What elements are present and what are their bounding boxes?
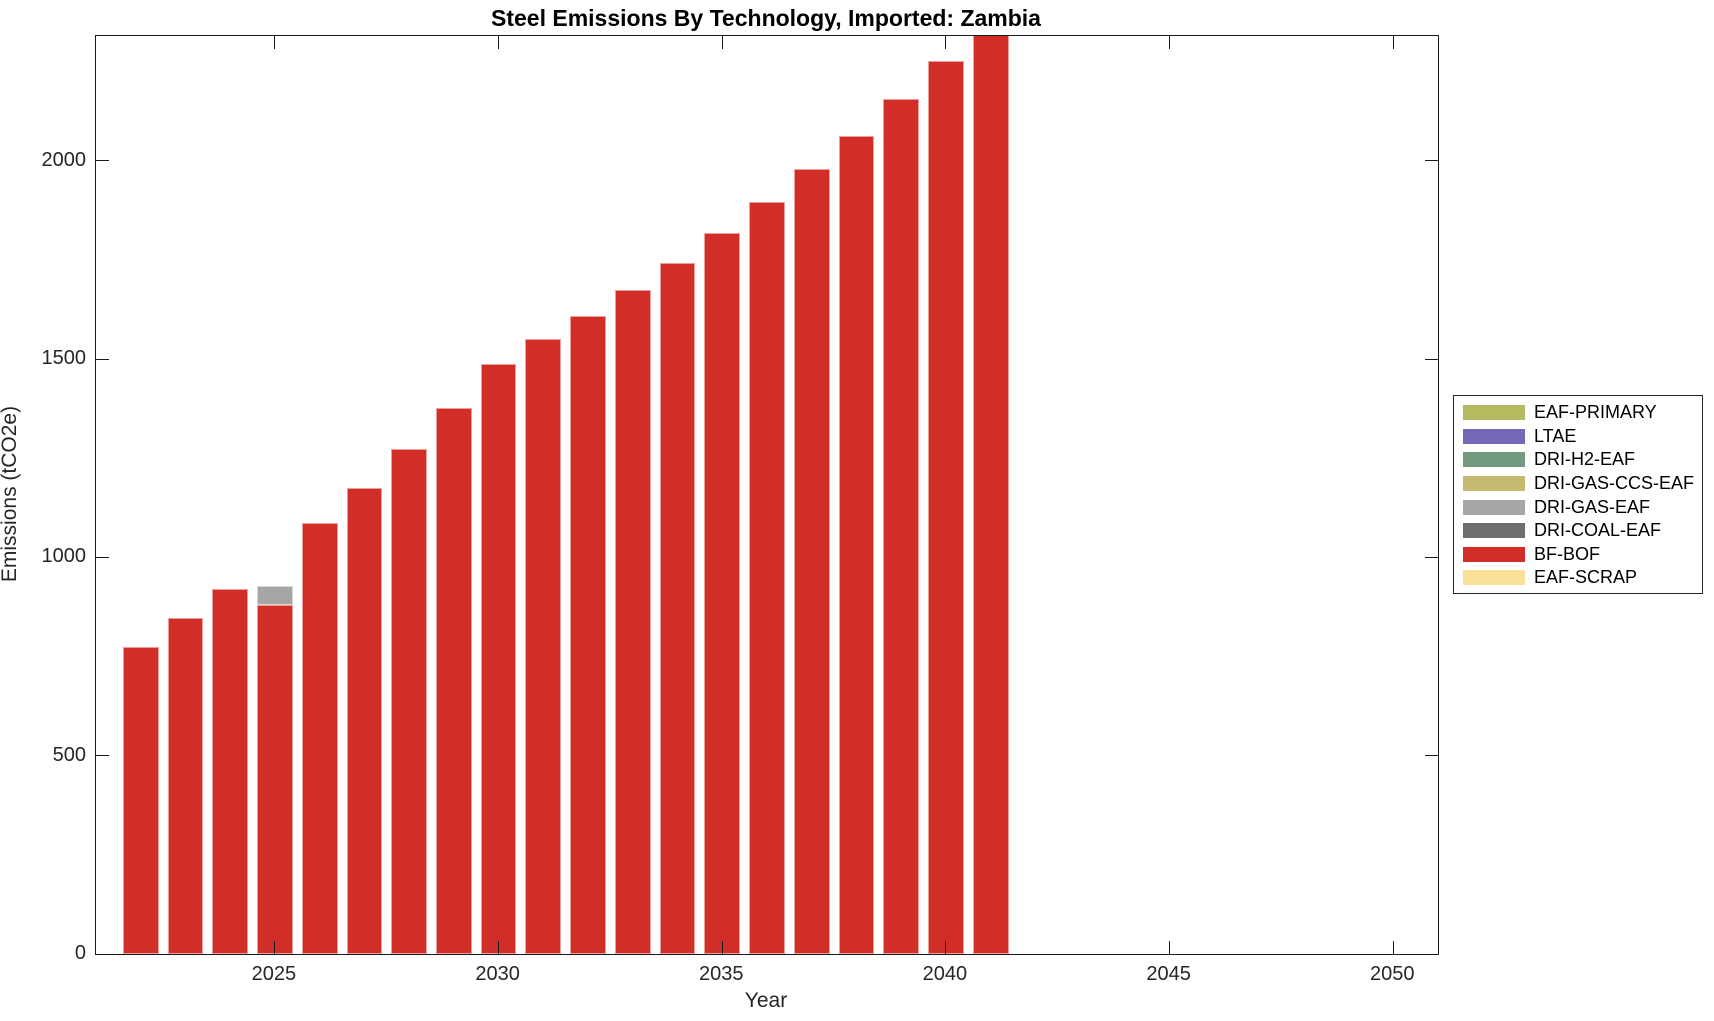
y-tick-mark xyxy=(96,953,109,954)
bar-segment-bf-bof-2028 xyxy=(391,448,428,954)
bar-segment-bf-bof-2022 xyxy=(122,646,159,954)
y-tick-label-500: 500 xyxy=(52,743,86,766)
legend-label: DRI-COAL-EAF xyxy=(1534,520,1662,541)
x-tick-mark-top xyxy=(1392,36,1394,49)
y-tick-label-0: 0 xyxy=(74,942,86,964)
x-tick-mark xyxy=(1169,941,1171,954)
legend-label: EAF-SCRAP xyxy=(1534,567,1638,588)
legend-swatch-dri-h2-eaf xyxy=(1463,452,1525,468)
legend-item-eaf-scrap: EAF-SCRAP xyxy=(1454,566,1702,590)
legend-swatch-eaf-scrap xyxy=(1463,570,1525,586)
bar-segment-bf-bof-2027 xyxy=(346,487,383,954)
legend-item-dri-gas-ccs-eaf: DRI-GAS-CCS-EAF xyxy=(1454,472,1702,496)
bar-segment-bf-bof-2041 xyxy=(972,36,1009,954)
x-tick-label-2040: 2040 xyxy=(922,963,968,985)
y-tick-mark xyxy=(96,755,109,757)
y-tick-mark xyxy=(96,358,109,360)
x-tick-label-2045: 2045 xyxy=(1146,963,1191,985)
legend-swatch-ltae xyxy=(1463,428,1525,444)
legend-swatch-bf-bof xyxy=(1463,546,1525,562)
bar-segment-bf-bof-2023 xyxy=(167,618,204,954)
chart-title: Steel Emissions By Technology, Imported:… xyxy=(491,5,1041,31)
x-tick-mark xyxy=(274,941,276,954)
y-axis-label: Emissions (tCO2e) xyxy=(0,405,21,583)
legend-item-eaf-primary: EAF-PRIMARY xyxy=(1454,401,1702,425)
x-tick-mark-top xyxy=(721,36,723,49)
x-tick-mark-top xyxy=(1169,36,1171,49)
legend-swatch-eaf-primary xyxy=(1463,405,1525,421)
y-tick-mark xyxy=(96,160,109,162)
bar-segment-bf-bof-2036 xyxy=(749,201,785,954)
bar-segment-bf-bof-2033 xyxy=(614,289,651,954)
legend-item-dri-gas-eaf: DRI-GAS-EAF xyxy=(1454,495,1702,519)
legend-swatch-dri-coal-eaf xyxy=(1463,523,1525,539)
bar-segment-bf-bof-2035 xyxy=(704,233,741,954)
legend-item-dri-h2-eaf: DRI-H2-EAF xyxy=(1454,448,1702,472)
bar-segment-bf-bof-2031 xyxy=(525,339,562,954)
legend-item-ltae: LTAE xyxy=(1454,425,1702,449)
bar-segment-bf-bof-2032 xyxy=(570,315,606,954)
y-tick-mark-right xyxy=(1425,358,1438,360)
x-tick-label-2025: 2025 xyxy=(251,963,297,985)
plot-area xyxy=(95,35,1439,955)
x-tick-mark-top xyxy=(945,36,947,49)
x-axis-label: Year xyxy=(744,989,788,1012)
ticks-container xyxy=(96,36,1438,954)
legend-label: DRI-H2-EAF xyxy=(1534,449,1636,470)
bar-segment-bf-bof-2037 xyxy=(793,169,830,954)
y-tick-label-1500: 1500 xyxy=(41,347,87,370)
bar-segment-bf-bof-2039 xyxy=(883,99,920,954)
bar-segment-bf-bof-2030 xyxy=(480,364,517,954)
x-tick-mark xyxy=(945,941,947,954)
y-tick-mark-right xyxy=(1425,953,1438,954)
x-tick-mark-top xyxy=(498,36,500,49)
legend-item-dri-coal-eaf: DRI-COAL-EAF xyxy=(1454,519,1702,543)
y-tick-mark xyxy=(96,556,109,558)
x-tick-label-2050: 2050 xyxy=(1370,963,1415,985)
legend: EAF-PRIMARY LTAE DRI-H2-EAF DRI-GAS-CCS-EAF… xyxy=(1453,395,1703,594)
legend-label: BF-BOF xyxy=(1534,543,1600,564)
x-tick-mark xyxy=(1392,941,1394,954)
y-tick-mark-right xyxy=(1425,755,1438,757)
x-tick-mark-top xyxy=(274,36,276,49)
bar-segment-bf-bof-2026 xyxy=(301,522,338,954)
x-tick-label-2030: 2030 xyxy=(475,963,520,985)
bar-segment-bf-bof-2038 xyxy=(838,135,875,954)
y-tick-mark-right xyxy=(1425,160,1438,162)
legend-label: LTAE xyxy=(1534,425,1577,446)
x-tick-mark xyxy=(721,941,723,954)
legend-item-bf-bof: BF-BOF xyxy=(1454,543,1702,567)
x-tick-mark xyxy=(498,941,500,954)
bar-segment-bf-bof-2040 xyxy=(928,61,964,954)
bars-container xyxy=(96,36,1438,954)
legend-swatch-dri-gas-eaf xyxy=(1463,499,1525,515)
bar-segment-bf-bof-2025 xyxy=(257,604,293,954)
legend-label: DRI-GAS-EAF xyxy=(1534,496,1651,517)
bar-segment-bf-bof-2024 xyxy=(212,589,249,954)
y-tick-label-2000: 2000 xyxy=(41,148,87,171)
bar-segment-bf-bof-2029 xyxy=(435,407,472,954)
legend-label: DRI-GAS-CCS-EAF xyxy=(1534,473,1695,494)
legend-swatch-dri-gas-ccs-eaf xyxy=(1463,476,1525,492)
legend-label: EAF-PRIMARY xyxy=(1534,402,1657,423)
y-tick-label-1000: 1000 xyxy=(41,545,87,568)
y-tick-mark-right xyxy=(1425,556,1438,558)
bar-segment-dri-gas-eaf-2025 xyxy=(257,586,293,605)
x-tick-label-2035: 2035 xyxy=(699,963,744,985)
bar-segment-bf-bof-2034 xyxy=(659,262,696,954)
